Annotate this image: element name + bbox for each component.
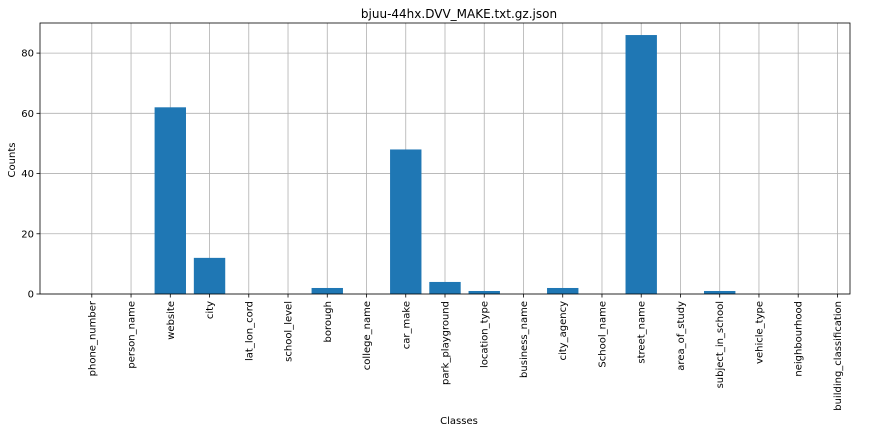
- x-tick-label: borough: [323, 301, 334, 343]
- x-tick-label: park_playground: [441, 301, 452, 385]
- x-tick-label: street_name: [637, 301, 648, 364]
- x-tick-label: phone_number: [87, 300, 98, 376]
- bar: [390, 149, 422, 294]
- y-tick-label: 40: [21, 169, 34, 180]
- x-tick-label: location_type: [480, 301, 491, 368]
- x-tick-label: School_name: [597, 301, 608, 368]
- y-tick-label: 0: [28, 290, 34, 301]
- x-tick-label: lat_lon_cord: [244, 301, 255, 361]
- bar: [625, 35, 657, 295]
- y-tick-label: 80: [21, 49, 34, 60]
- bar: [193, 257, 226, 294]
- x-tick-label: school_level: [284, 301, 295, 362]
- x-tick-label: city: [205, 301, 216, 319]
- y-tick-label: 20: [21, 229, 34, 240]
- bar: [547, 287, 579, 294]
- x-tick-label: vehicle_type: [754, 301, 765, 364]
- y-tick-label: 60: [21, 109, 34, 120]
- bar: [429, 281, 461, 294]
- x-tick-label: area_of_study: [676, 301, 687, 371]
- x-tick-label: subject_in_school: [715, 301, 726, 388]
- bar: [704, 290, 736, 294]
- x-tick-label: college_name: [362, 301, 373, 370]
- grid-layer: [40, 23, 850, 295]
- axes-layer: 0 20 40 60 80 phone_number person_name website c…: [21, 22, 851, 411]
- bars-layer: [154, 35, 736, 295]
- x-axis-label: Classes: [440, 416, 478, 427]
- x-tick-label: person_name: [127, 301, 138, 369]
- x-tick-label: neighbourhood: [794, 301, 805, 377]
- x-tick-label: city_agency: [558, 301, 569, 361]
- y-axis-label: Counts: [7, 143, 18, 178]
- bar: [311, 287, 343, 294]
- x-tick-label: car_make: [401, 301, 412, 349]
- x-tick-label: business_name: [519, 301, 530, 378]
- x-tick-label: building_classification: [833, 301, 844, 411]
- x-tick-label: website: [166, 301, 177, 340]
- bar: [468, 290, 500, 294]
- chart-title: bjuu-44hx.DVV_MAKE.txt.gz.json: [361, 7, 557, 21]
- bar: [154, 107, 186, 294]
